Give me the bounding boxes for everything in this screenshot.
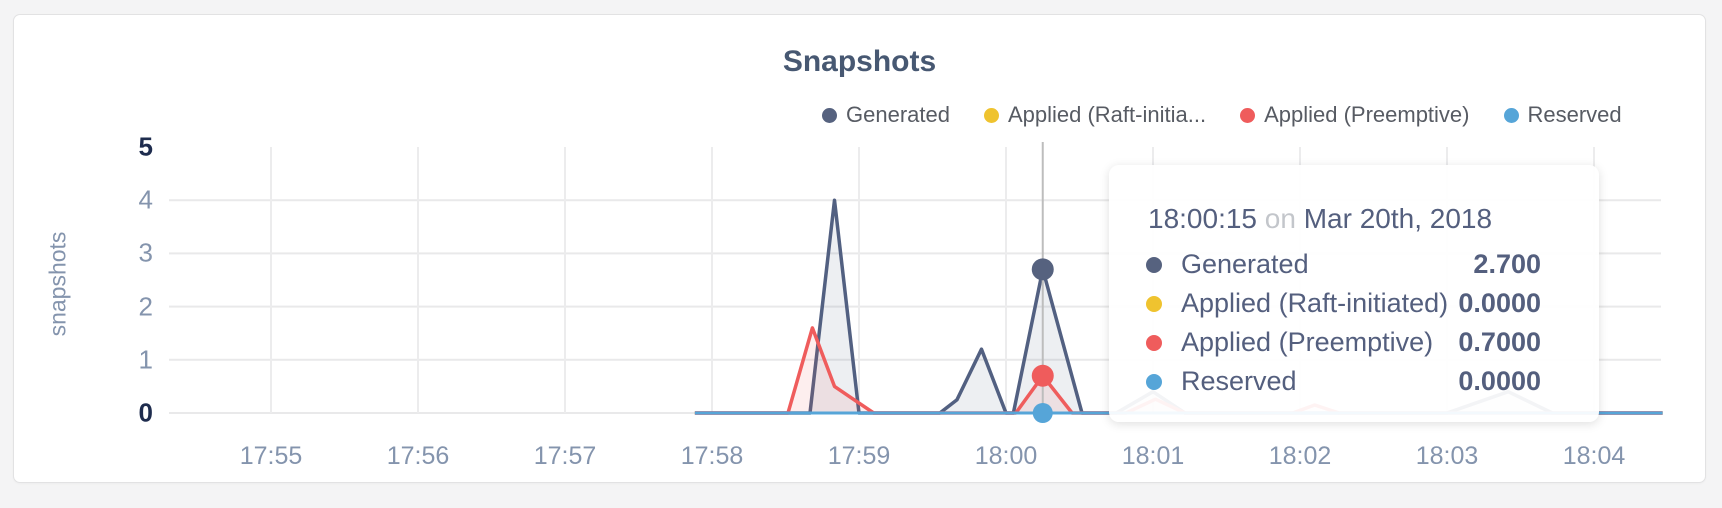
legend-label: Applied (Raft-initia...	[1007, 102, 1207, 127]
series-dot-applied-preemptive-icon	[1146, 334, 1162, 351]
tooltip-date: Mar 20th, 2018	[1303, 203, 1493, 234]
chart-card: Snapshots Generated Applied (Raft-initia…	[13, 14, 1706, 483]
legend-item-reserved[interactable]: Reserved	[1503, 102, 1622, 128]
y-tick-label: 2	[138, 291, 153, 322]
legend-label: Reserved	[1527, 102, 1622, 127]
series-dot-applied-raft-icon	[1146, 295, 1162, 312]
x-tick-label: 17:56	[386, 442, 450, 470]
x-tick-label: 17:59	[827, 442, 891, 470]
tooltip-row: Reserved 0.0000	[1146, 362, 1541, 401]
legend-dot-applied-preemptive-icon	[1240, 107, 1256, 123]
legend-dot-generated-icon	[822, 107, 837, 123]
x-tick-label: 18:00	[974, 442, 1038, 470]
tooltip-row: Generated 2.700	[1146, 245, 1541, 284]
tooltip-rows: Generated 2.700 Applied (Raft-initiated)…	[1146, 245, 1541, 401]
tooltip-row-value: 0.0000	[1458, 366, 1541, 396]
series-dot-reserved-icon	[1146, 373, 1162, 390]
tooltip-row-value: 0.0000	[1458, 288, 1541, 318]
x-tick-label: 18:02	[1268, 442, 1332, 470]
y-tick-label: 3	[138, 237, 153, 268]
tooltip-time: 18:00:15	[1148, 203, 1257, 234]
legend-dot-applied-raft-icon	[983, 107, 999, 123]
hover-point[interactable]	[1031, 364, 1054, 387]
chart-legend: Generated Applied (Raft-initia... Applie…	[822, 101, 1622, 129]
legend-item-applied-preemptive[interactable]: Applied (Preemptive)	[1240, 102, 1470, 128]
y-tick-label: 0	[138, 397, 153, 428]
y-tick-label: 5	[138, 131, 153, 162]
tooltip-row-value: 0.7000	[1458, 327, 1541, 357]
tooltip-conj: on	[1264, 203, 1296, 234]
tooltip-row-label: Applied (Preemptive)	[1181, 327, 1434, 357]
legend-label: Applied (Preemptive)	[1264, 102, 1470, 127]
tooltip-row-label: Reserved	[1181, 366, 1297, 396]
x-tick-label: 17:57	[533, 442, 597, 470]
legend-item-generated[interactable]: Generated	[822, 102, 950, 128]
series-dot-generated-icon	[1146, 256, 1162, 273]
tooltip-row-value: 2.700	[1473, 249, 1541, 279]
tooltip-row-label: Applied (Raft-initiated)	[1181, 288, 1449, 318]
x-tick-label: 17:58	[680, 442, 744, 470]
chart-title: Snapshots	[782, 45, 937, 78]
x-tick-label: 17:55	[239, 442, 303, 470]
y-tick-label: 4	[138, 184, 153, 215]
x-tick-label: 18:04	[1562, 442, 1626, 470]
tooltip-row: Applied (Preemptive) 0.7000	[1146, 323, 1541, 362]
tooltip-row-label: Generated	[1181, 249, 1309, 279]
x-tick-label: 18:03	[1415, 442, 1479, 470]
legend-item-applied-raft[interactable]: Applied (Raft-initia...	[983, 102, 1207, 128]
tooltip-header: 18:00:15 on Mar 20th, 2018	[1146, 199, 1541, 239]
hover-tooltip: 18:00:15 on Mar 20th, 2018 Generated 2.7…	[1109, 165, 1599, 422]
tooltip-row: Applied (Raft-initiated) 0.0000	[1146, 284, 1541, 323]
legend-dot-reserved-icon	[1503, 107, 1519, 123]
hover-point[interactable]	[1031, 258, 1054, 281]
hover-point[interactable]	[1032, 403, 1053, 423]
legend-label: Generated	[846, 102, 950, 127]
x-tick-label: 18:01	[1121, 442, 1185, 470]
y-tick-label: 1	[138, 344, 153, 375]
